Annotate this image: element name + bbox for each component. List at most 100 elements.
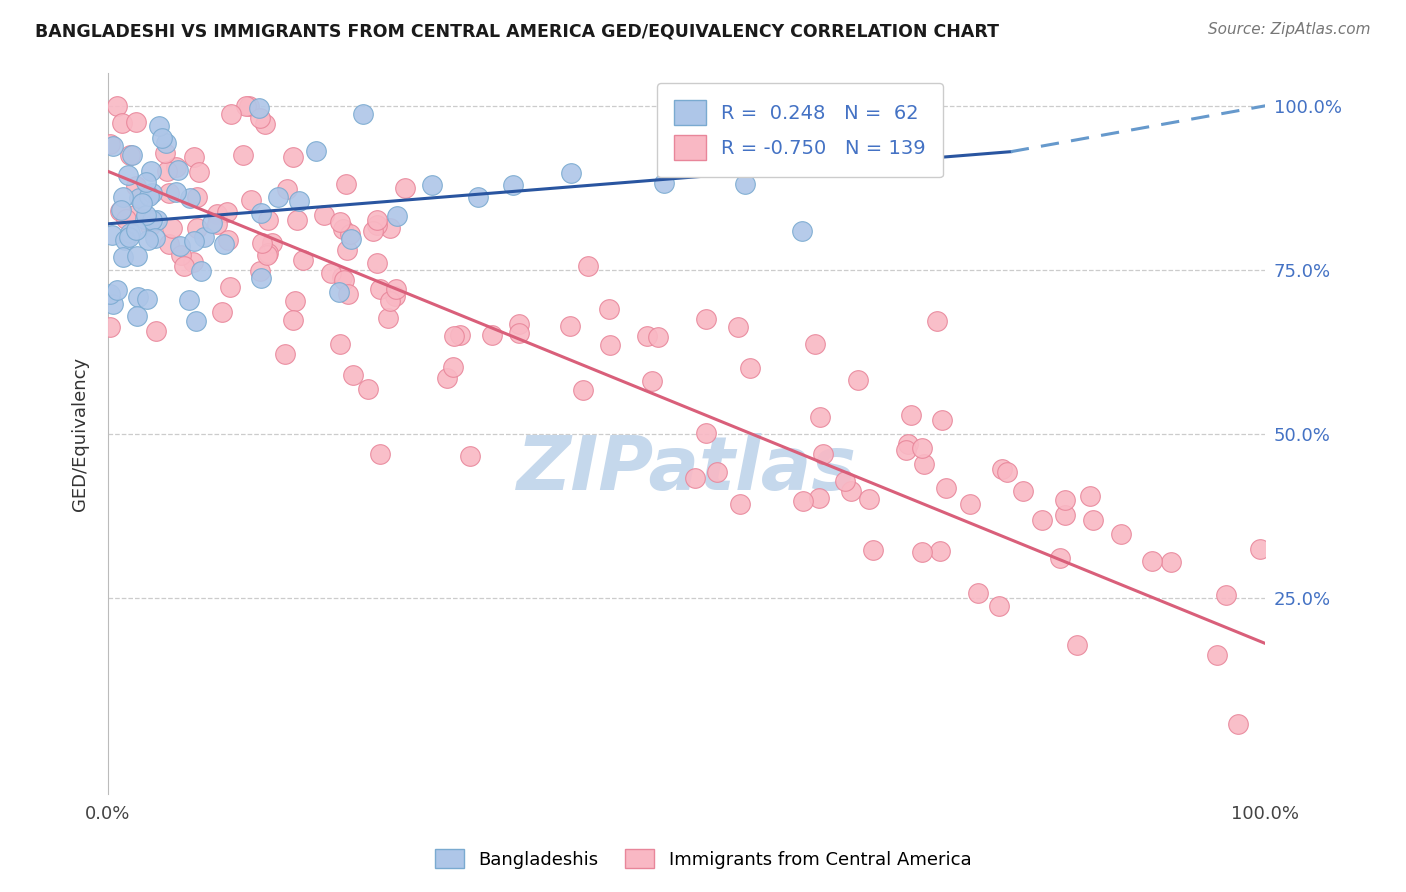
Point bbox=[730, 497, 752, 511]
Point bbox=[124, 178, 146, 193]
Point bbox=[114, 233, 136, 247]
Legend: Bangladeshis, Immigrants from Central America: Bangladeshis, Immigrants from Central Am… bbox=[427, 842, 979, 876]
Point bbox=[153, 145, 176, 160]
Point bbox=[959, 497, 981, 511]
Point bbox=[101, 297, 124, 311]
Point bbox=[436, 370, 458, 384]
Point bbox=[1083, 512, 1105, 526]
Y-axis label: GED/Equivalency: GED/Equivalency bbox=[72, 357, 89, 511]
Point bbox=[357, 382, 380, 396]
Point bbox=[368, 282, 391, 296]
Point bbox=[366, 256, 388, 270]
Point bbox=[352, 107, 374, 121]
Point bbox=[328, 285, 350, 299]
Point bbox=[101, 228, 124, 243]
Point bbox=[849, 129, 872, 144]
Point bbox=[146, 212, 169, 227]
Point bbox=[804, 337, 827, 351]
Point bbox=[138, 219, 160, 233]
Point bbox=[846, 373, 869, 387]
Point bbox=[238, 99, 260, 113]
Point bbox=[186, 221, 208, 235]
Point bbox=[145, 325, 167, 339]
Point bbox=[283, 150, 305, 164]
Point bbox=[201, 216, 224, 230]
Point bbox=[443, 329, 465, 343]
Point bbox=[931, 413, 953, 427]
Point bbox=[858, 491, 880, 506]
Point bbox=[217, 233, 239, 247]
Point bbox=[232, 148, 254, 162]
Point bbox=[560, 166, 582, 180]
Point bbox=[378, 294, 401, 309]
Point bbox=[136, 233, 159, 247]
Point bbox=[257, 212, 280, 227]
Point bbox=[1215, 589, 1237, 603]
Point bbox=[148, 120, 170, 134]
Point bbox=[1053, 508, 1076, 523]
Point bbox=[911, 441, 934, 455]
Point bbox=[111, 250, 134, 264]
Point bbox=[811, 447, 834, 461]
Point bbox=[125, 115, 148, 129]
Point bbox=[235, 99, 257, 113]
Point bbox=[995, 465, 1018, 479]
Point bbox=[340, 232, 363, 246]
Point bbox=[1031, 513, 1053, 527]
Point bbox=[247, 101, 270, 115]
Point bbox=[274, 347, 297, 361]
Point bbox=[1109, 526, 1132, 541]
Point bbox=[1049, 550, 1071, 565]
Point bbox=[319, 266, 342, 280]
Point bbox=[110, 203, 132, 218]
Point bbox=[260, 235, 283, 250]
Point bbox=[385, 282, 408, 296]
Point bbox=[250, 270, 273, 285]
Point bbox=[249, 111, 271, 125]
Point bbox=[727, 319, 749, 334]
Point bbox=[420, 178, 443, 193]
Point bbox=[120, 148, 142, 162]
Point bbox=[336, 244, 359, 258]
Point bbox=[136, 292, 159, 306]
Point bbox=[449, 328, 471, 343]
Point bbox=[740, 360, 762, 375]
Point bbox=[361, 224, 384, 238]
Point bbox=[121, 147, 143, 161]
Point bbox=[598, 302, 620, 317]
Point bbox=[117, 169, 139, 183]
Point bbox=[808, 410, 831, 425]
Point bbox=[165, 161, 187, 175]
Point bbox=[101, 138, 124, 153]
Point bbox=[335, 177, 357, 191]
Point bbox=[966, 586, 988, 600]
Point bbox=[212, 237, 235, 252]
Point bbox=[636, 329, 658, 343]
Point bbox=[288, 194, 311, 208]
Point bbox=[127, 290, 149, 304]
Point bbox=[912, 457, 935, 471]
Point bbox=[576, 259, 599, 273]
Point bbox=[219, 280, 242, 294]
Point bbox=[1054, 493, 1077, 508]
Point bbox=[98, 286, 121, 301]
Point bbox=[333, 273, 356, 287]
Point bbox=[124, 208, 146, 222]
Point bbox=[378, 221, 401, 235]
Point bbox=[695, 426, 717, 441]
Point bbox=[366, 218, 388, 232]
Point bbox=[695, 311, 717, 326]
Text: ZIPatlas: ZIPatlas bbox=[517, 434, 856, 507]
Point bbox=[250, 235, 273, 250]
Point bbox=[285, 213, 308, 227]
Point bbox=[217, 205, 239, 219]
Point bbox=[221, 107, 243, 121]
Point bbox=[138, 188, 160, 202]
Point bbox=[105, 283, 128, 297]
Point bbox=[508, 326, 530, 340]
Point bbox=[862, 543, 884, 558]
Point bbox=[181, 255, 204, 269]
Point bbox=[177, 293, 200, 307]
Point bbox=[105, 99, 128, 113]
Point bbox=[312, 208, 335, 222]
